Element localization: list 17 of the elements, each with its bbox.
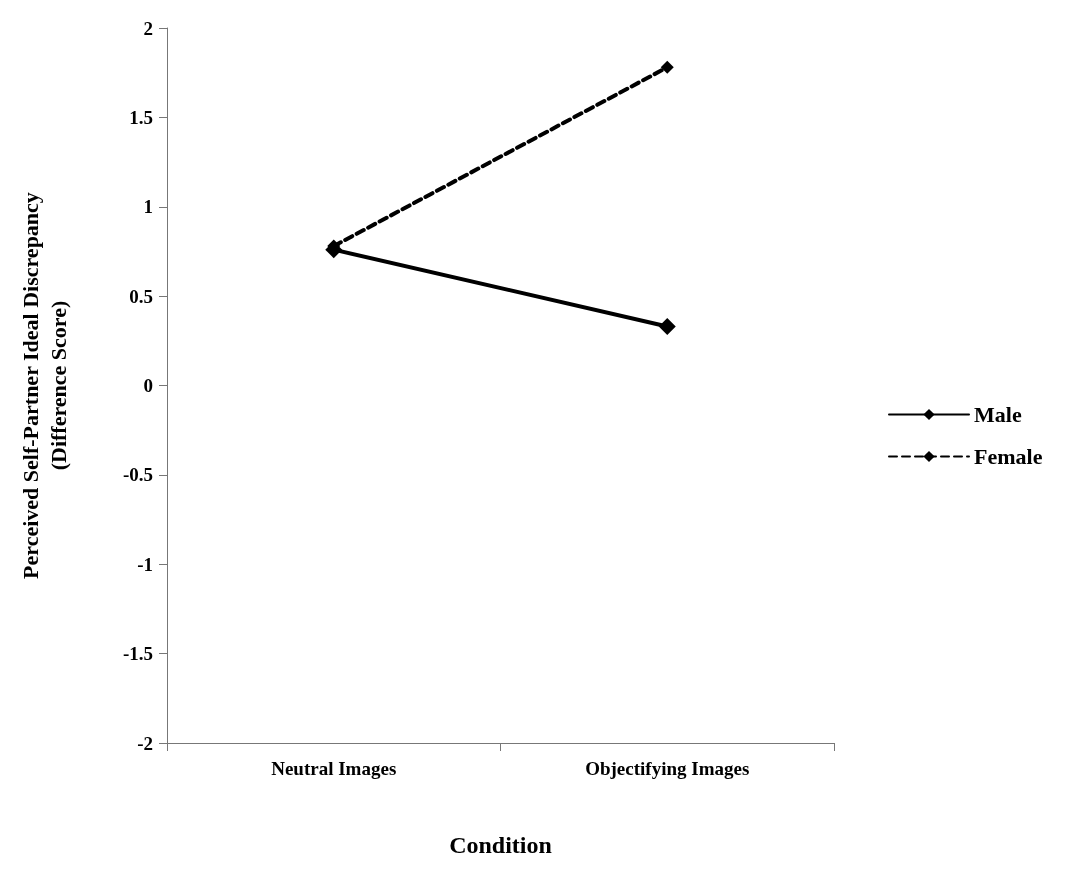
x-axis-title: Condition — [449, 832, 552, 858]
y-tick-label: -0.5 — [122, 464, 153, 486]
y-tick-label: 2 — [143, 17, 153, 39]
legend-label: Female — [974, 444, 1043, 469]
y-tick-label: -1.5 — [122, 643, 153, 665]
y-tick-label: 0 — [143, 375, 153, 396]
point — [658, 318, 676, 336]
legend-label: Male — [974, 402, 1022, 427]
y-tick-label: -2 — [137, 732, 153, 754]
y-axis-title: Perceived Self-Partner Ideal Discrepancy (Difference Score) — [17, 192, 71, 579]
y-tick-label: 0.5 — [129, 285, 153, 307]
point — [660, 60, 674, 74]
x-tick-label: Objectifying Images — [585, 758, 750, 779]
y-tick-label: 1 — [143, 196, 153, 218]
y-tick-label: -1 — [137, 553, 153, 575]
y-tick-label: 1.5 — [129, 106, 153, 128]
x-tick-label: Neutral Images — [271, 758, 397, 779]
